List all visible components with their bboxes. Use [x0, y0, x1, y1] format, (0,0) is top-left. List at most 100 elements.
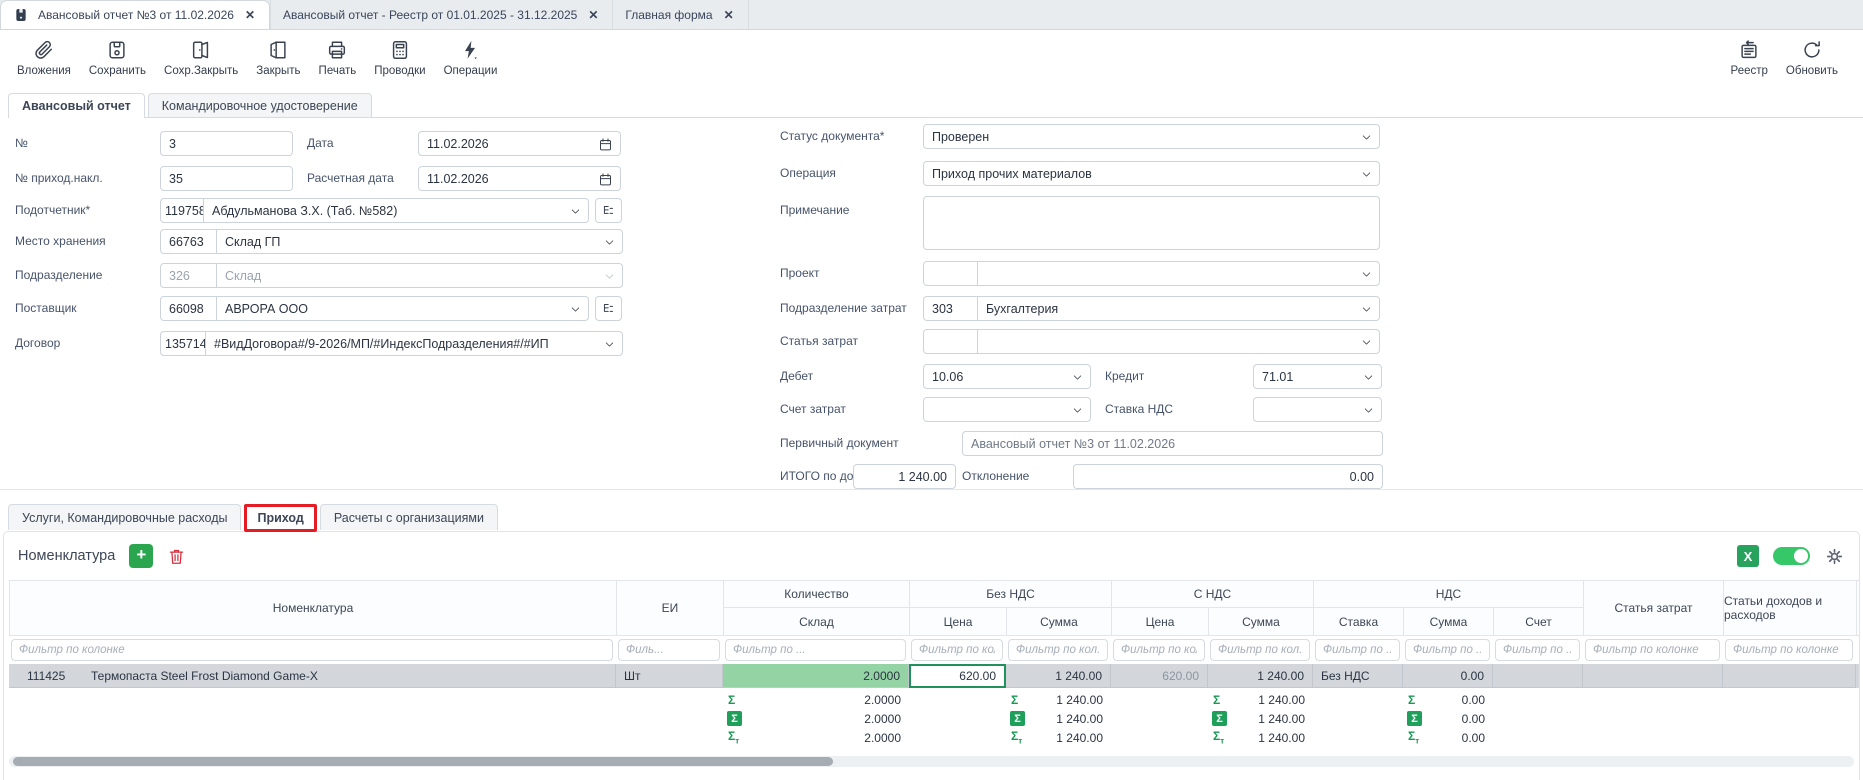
project-code[interactable] — [923, 261, 978, 286]
accountable-tree-button[interactable] — [595, 198, 622, 223]
cost-item-select[interactable] — [977, 329, 1380, 354]
col-group-with-vat: С НДС — [1112, 581, 1314, 608]
scrollbar-thumb[interactable] — [13, 757, 833, 766]
cell-price-vat[interactable]: 620.00 — [1111, 664, 1208, 688]
cost-department-select[interactable]: Бухгалтерия — [977, 296, 1380, 321]
filter-account-input[interactable] — [1495, 639, 1580, 661]
cell-cost-item[interactable] — [1583, 664, 1723, 688]
total-field[interactable]: 1 240.00 — [853, 464, 956, 489]
note-textarea[interactable] — [923, 196, 1380, 250]
col-header-unit[interactable]: ЕИ — [617, 581, 724, 635]
cell-price-selected[interactable]: 620.00 — [909, 664, 1006, 688]
col-header-rate[interactable]: Ставка — [1314, 608, 1404, 635]
vat-rate-select[interactable] — [1253, 397, 1382, 422]
filter-cost-item-input[interactable] — [1585, 639, 1720, 661]
attachments-button[interactable]: Вложения — [8, 35, 80, 81]
cell-sum-vat[interactable]: 1 240.00 — [1208, 664, 1313, 688]
cell-nomenclature[interactable]: 111425 Термопаста Steel Frost Diamond Ga… — [9, 664, 616, 688]
project-select[interactable] — [977, 261, 1380, 286]
window-tab-advance-report[interactable]: Авансовый отчет №3 от 11.02.2026 ✕ — [0, 0, 271, 29]
calendar-icon[interactable] — [598, 137, 613, 152]
postings-button[interactable]: Проводки — [365, 35, 434, 81]
deviation-field[interactable]: 0.00 — [1073, 464, 1383, 489]
cell-unit[interactable]: Шт — [616, 664, 723, 688]
col-header-income-items[interactable]: Статьи доходов и расходов — [1724, 581, 1857, 635]
cost-department-code[interactable]: 303 — [923, 296, 978, 321]
credit-select[interactable]: 71.01 — [1253, 364, 1382, 389]
supplier-tree-button[interactable] — [595, 296, 622, 321]
cost-item-code[interactable] — [923, 329, 978, 354]
col-header-sum-vat[interactable]: Сумма — [1209, 608, 1314, 635]
accountable-code[interactable]: 119758 — [160, 198, 204, 223]
cell-vat-sum[interactable]: 0.00 — [1403, 664, 1493, 688]
refresh-button[interactable]: Обновить — [1777, 35, 1847, 81]
cost-account-select[interactable] — [923, 397, 1091, 422]
filter-vat-sum-input[interactable] — [1405, 639, 1490, 661]
col-header-price[interactable]: Цена — [910, 608, 1007, 635]
close-icon[interactable]: ✕ — [588, 7, 599, 22]
view-toggle[interactable] — [1773, 547, 1810, 565]
filter-stock-input[interactable] — [725, 639, 906, 661]
filter-price-vat-input[interactable] — [1113, 639, 1205, 661]
filter-price-input[interactable] — [911, 639, 1003, 661]
table-row[interactable]: 111425 Термопаста Steel Frost Diamond Ga… — [9, 664, 1859, 688]
horizontal-scrollbar[interactable] — [9, 756, 1854, 767]
tab-travel-certificate[interactable]: Командировочное удостоверение — [147, 93, 372, 117]
save-close-button[interactable]: Сохр.Закрыть — [155, 35, 247, 81]
date-input[interactable]: 11.02.2026 — [418, 131, 621, 156]
operation-select[interactable]: Приход прочих материалов — [923, 161, 1380, 186]
cell-quantity[interactable]: 2.0000 — [723, 664, 909, 688]
col-header-nomenclature[interactable]: Номенклатура — [10, 581, 617, 635]
tab-advance-report[interactable]: Авансовый отчет — [8, 93, 145, 118]
operations-button[interactable]: Операции — [435, 35, 507, 81]
print-button[interactable]: Печать — [310, 35, 366, 81]
cell-income-items[interactable] — [1723, 664, 1856, 688]
filter-unit-input[interactable] — [618, 639, 720, 661]
doc-number-input[interactable] — [160, 131, 293, 156]
window-tab-main-form[interactable]: Главная форма ✕ — [613, 0, 749, 29]
debit-select[interactable]: 10.06 — [923, 364, 1091, 389]
tab-receipt[interactable]: Приход — [244, 504, 317, 532]
calendar-icon[interactable] — [598, 172, 613, 187]
field-label: ИТОГО по док. — [780, 469, 863, 483]
status-select[interactable]: Проверен — [923, 124, 1380, 149]
accountable-select[interactable]: Абдульманова З.Х. (Таб. №582) — [203, 198, 589, 223]
add-row-button[interactable]: + — [129, 544, 154, 568]
col-header-cost-item[interactable]: Статья затрат — [1584, 581, 1724, 635]
tab-org-settlements[interactable]: Расчеты с организациями — [319, 504, 498, 530]
close-icon[interactable]: ✕ — [244, 8, 256, 22]
cell-account[interactable] — [1493, 664, 1583, 688]
supplier-code[interactable]: 66098 — [160, 296, 217, 321]
close-icon[interactable]: ✕ — [723, 7, 734, 22]
excel-export-button[interactable]: X — [1737, 545, 1759, 567]
col-header-sum[interactable]: Сумма — [1007, 608, 1112, 635]
filter-nomenclature-input[interactable] — [11, 639, 613, 661]
calc-date-input[interactable]: 11.02.2026 — [418, 166, 621, 191]
filter-rate-input[interactable] — [1315, 639, 1400, 661]
supplier-select[interactable]: АВРОРА ООО — [216, 296, 589, 321]
col-header-stock[interactable]: Склад — [724, 608, 910, 635]
total-sum-vat: Σт 1 240.00 — [1213, 729, 1305, 746]
contract-select[interactable]: #ВидДоговора#/9-2026/МП/#ИндексПодраздел… — [205, 331, 623, 356]
tab-services-travel[interactable]: Услуги, Командировочные расходы — [8, 504, 242, 530]
cell-vat-rate[interactable]: Без НДС — [1313, 664, 1403, 688]
storage-code[interactable]: 66763 — [160, 229, 217, 254]
save-button[interactable]: Сохранить — [80, 35, 155, 81]
gear-icon[interactable] — [1824, 546, 1845, 567]
col-header-vat-sum[interactable]: Сумма — [1404, 608, 1494, 635]
contract-code[interactable]: 135714 — [160, 331, 206, 356]
window-tab-register[interactable]: Авансовый отчет - Реестр от 01.01.2025 -… — [270, 0, 614, 29]
storage-select[interactable]: Склад ГП — [216, 229, 623, 254]
register-button[interactable]: Реестр — [1722, 35, 1777, 81]
delete-row-button[interactable] — [167, 546, 186, 567]
filter-income-items-input[interactable] — [1725, 639, 1853, 661]
row-id: 111425 — [27, 668, 66, 683]
close-button[interactable]: Закрыть — [247, 35, 309, 81]
receipt-number-input[interactable] — [160, 166, 293, 191]
filter-sum-input[interactable] — [1008, 639, 1108, 661]
filter-sum-vat-input[interactable] — [1210, 639, 1310, 661]
cell-sum[interactable]: 1 240.00 — [1006, 664, 1111, 688]
refresh-icon — [1804, 41, 1820, 58]
col-header-account[interactable]: Счет — [1494, 608, 1584, 635]
col-header-price-vat[interactable]: Цена — [1112, 608, 1209, 635]
